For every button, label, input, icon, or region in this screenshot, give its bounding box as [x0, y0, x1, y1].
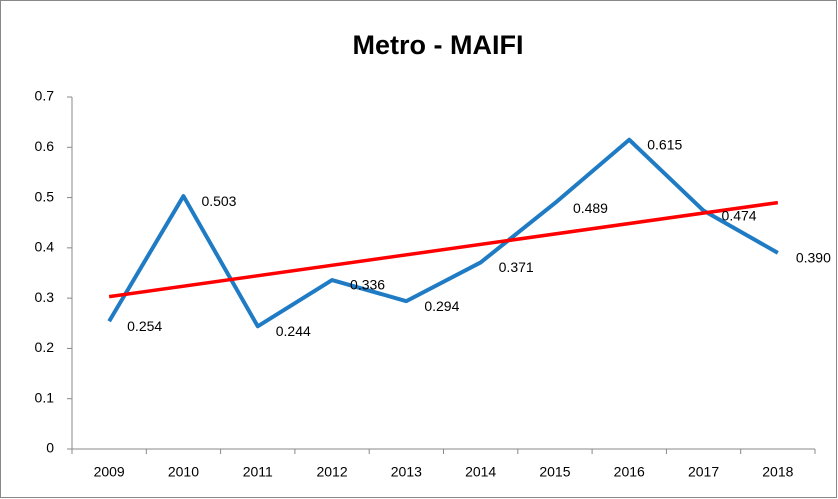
data-label: 0.503	[201, 193, 236, 209]
x-tick-label: 2012	[316, 464, 347, 480]
x-tick-label: 2011	[243, 464, 273, 480]
data-label: 0.390	[796, 250, 831, 266]
x-tick-label: 2015	[539, 464, 570, 480]
y-tick-label: 0.3	[35, 289, 55, 305]
y-tick-label: 0.4	[35, 239, 55, 255]
y-tick-label: 0.7	[35, 88, 55, 104]
data-label: 0.371	[499, 259, 534, 275]
data-label: 0.474	[722, 207, 757, 223]
x-tick-label: 2017	[688, 464, 719, 480]
data-label: 0.336	[350, 277, 385, 293]
x-tick-label: 2009	[94, 464, 125, 480]
x-tick-label: 2014	[465, 464, 496, 480]
data-label: 0.294	[424, 298, 459, 314]
y-tick-label: 0	[46, 440, 54, 456]
data-label: 0.244	[276, 323, 311, 339]
data-label: 0.615	[647, 136, 682, 152]
y-tick-label: 0.5	[35, 188, 55, 204]
data-label: 0.489	[573, 200, 608, 216]
data-line	[107, 137, 779, 329]
y-tick-label: 0.2	[35, 339, 55, 355]
x-tick-label: 2018	[762, 464, 793, 480]
y-tick-label: 0.1	[35, 389, 55, 405]
x-tick-label: 2016	[614, 464, 645, 480]
trend-line	[108, 200, 779, 299]
chart-title: Metro - MAIFI	[353, 30, 524, 60]
y-tick-label: 0.6	[35, 138, 55, 154]
data-label: 0.254	[127, 318, 162, 334]
x-tick-label: 2010	[168, 464, 199, 480]
x-tick-label: 2013	[391, 464, 422, 480]
